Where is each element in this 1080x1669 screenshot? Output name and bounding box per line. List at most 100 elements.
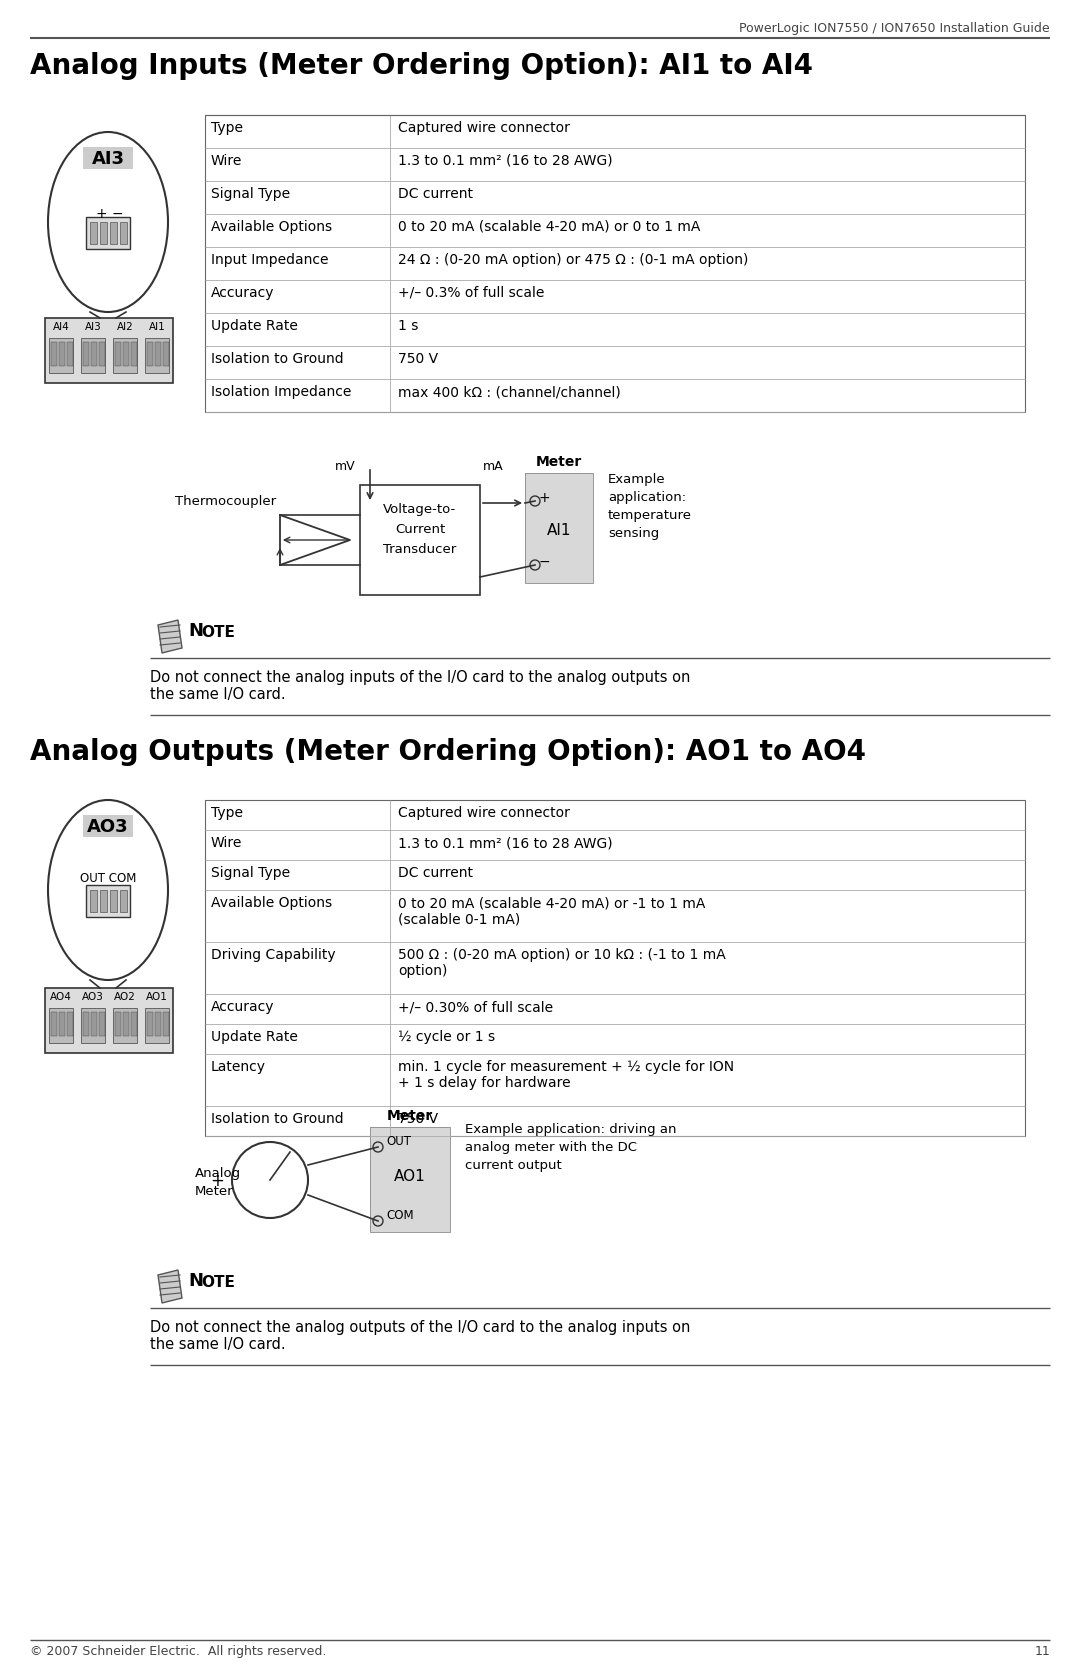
Text: DC current: DC current	[399, 187, 473, 200]
Bar	[81, 1008, 105, 1043]
Bar	[163, 342, 168, 366]
Bar	[90, 222, 97, 244]
Bar	[370, 1127, 450, 1232]
Bar	[83, 342, 89, 366]
Bar	[156, 342, 161, 366]
Bar	[131, 1011, 137, 1036]
Bar	[205, 280, 1025, 314]
Bar	[49, 339, 73, 372]
Text: OUT: OUT	[386, 1135, 411, 1148]
Bar	[205, 941, 1025, 995]
Text: max 400 kΩ : (channel/channel): max 400 kΩ : (channel/channel)	[399, 386, 621, 399]
Text: +: +	[211, 1172, 224, 1190]
Text: N: N	[188, 1272, 203, 1290]
Text: application:: application:	[608, 491, 686, 504]
Bar	[205, 115, 1025, 149]
Text: Do not connect the analog inputs of the I/O card to the analog outputs on
the sa: Do not connect the analog inputs of the …	[150, 669, 690, 703]
Text: AO3: AO3	[87, 818, 129, 836]
Bar	[370, 1127, 450, 1232]
Text: mA: mA	[483, 461, 503, 472]
Text: AI3: AI3	[84, 322, 102, 332]
Text: Do not connect the analog outputs of the I/O card to the analog inputs on
the sa: Do not connect the analog outputs of the…	[150, 1320, 690, 1352]
Text: PowerLogic ION7550 / ION7650 Installation Guide: PowerLogic ION7550 / ION7650 Installatio…	[740, 22, 1050, 35]
Bar	[205, 345, 1025, 379]
Bar	[145, 339, 168, 372]
Text: Analog Inputs (Meter Ordering Option): AI1 to AI4: Analog Inputs (Meter Ordering Option): A…	[30, 52, 813, 80]
Bar	[205, 829, 1025, 860]
Text: Accuracy: Accuracy	[211, 1000, 274, 1015]
Bar	[156, 1011, 161, 1036]
Bar	[205, 799, 1025, 1137]
Text: +/– 0.3% of full scale: +/– 0.3% of full scale	[399, 285, 544, 300]
Text: 750 V: 750 V	[399, 352, 438, 366]
Bar	[51, 342, 57, 366]
Text: Example: Example	[608, 472, 665, 486]
Bar	[113, 339, 137, 372]
Bar	[205, 247, 1025, 280]
Bar	[205, 1055, 1025, 1107]
Text: Analog Outputs (Meter Ordering Option): AO1 to AO4: Analog Outputs (Meter Ordering Option): …	[30, 738, 866, 766]
Bar	[147, 1011, 153, 1036]
Text: Available Options: Available Options	[211, 896, 333, 910]
Text: 1.3 to 0.1 mm² (16 to 28 AWG): 1.3 to 0.1 mm² (16 to 28 AWG)	[399, 154, 612, 169]
Text: current output: current output	[465, 1158, 562, 1172]
Text: 1.3 to 0.1 mm² (16 to 28 AWG): 1.3 to 0.1 mm² (16 to 28 AWG)	[399, 836, 612, 850]
Text: Driving Capability: Driving Capability	[211, 948, 336, 961]
Bar	[113, 1008, 137, 1043]
Bar	[525, 472, 593, 582]
Bar	[120, 890, 127, 911]
Bar	[110, 890, 117, 911]
Text: AO3: AO3	[82, 991, 104, 1001]
Bar	[131, 342, 137, 366]
Text: −: −	[539, 556, 551, 569]
Text: OTE: OTE	[201, 624, 234, 639]
Text: + −: + −	[96, 207, 123, 220]
Text: Captured wire connector: Captured wire connector	[399, 120, 570, 135]
Bar	[123, 342, 129, 366]
Text: 750 V: 750 V	[399, 1112, 438, 1127]
Bar	[205, 314, 1025, 345]
Bar	[99, 1011, 105, 1036]
Bar	[59, 1011, 65, 1036]
Bar	[83, 1011, 89, 1036]
Text: AI1: AI1	[546, 522, 571, 537]
Bar	[123, 1011, 129, 1036]
Bar	[205, 115, 1025, 412]
Bar	[205, 1107, 1025, 1137]
Text: AO4: AO4	[50, 991, 72, 1001]
Text: Current: Current	[395, 522, 445, 536]
Bar	[120, 222, 127, 244]
Bar	[205, 180, 1025, 214]
Polygon shape	[158, 619, 183, 653]
Text: min. 1 cycle for measurement + ½ cycle for ION
+ 1 s delay for hardware: min. 1 cycle for measurement + ½ cycle f…	[399, 1060, 734, 1090]
Text: Wire: Wire	[211, 836, 242, 850]
Text: +/– 0.30% of full scale: +/– 0.30% of full scale	[399, 1000, 553, 1015]
Text: Wire: Wire	[211, 154, 242, 169]
Text: © 2007 Schneider Electric.  All rights reserved.: © 2007 Schneider Electric. All rights re…	[30, 1646, 326, 1657]
Text: 11: 11	[1035, 1646, 1050, 1657]
Bar	[99, 342, 105, 366]
Bar	[81, 339, 105, 372]
Text: Isolation to Ground: Isolation to Ground	[211, 1112, 343, 1127]
Text: Update Rate: Update Rate	[211, 319, 298, 334]
Text: Captured wire connector: Captured wire connector	[399, 806, 570, 819]
Bar	[91, 342, 97, 366]
Polygon shape	[158, 1270, 183, 1303]
Text: mV: mV	[335, 461, 355, 472]
Text: analog meter with the DC: analog meter with the DC	[465, 1142, 637, 1153]
Bar	[360, 486, 480, 596]
Text: AO2: AO2	[114, 991, 136, 1001]
Bar	[59, 342, 65, 366]
Bar	[100, 890, 107, 911]
Text: N: N	[188, 623, 203, 639]
Text: Meter: Meter	[536, 456, 582, 469]
Text: Thermocoupler: Thermocoupler	[175, 496, 276, 507]
Text: Accuracy: Accuracy	[211, 285, 274, 300]
Text: AI1: AI1	[149, 322, 165, 332]
Text: Type: Type	[211, 120, 243, 135]
Text: 0 to 20 mA (scalable 4-20 mA) or 0 to 1 mA: 0 to 20 mA (scalable 4-20 mA) or 0 to 1 …	[399, 220, 700, 234]
Text: Isolation Impedance: Isolation Impedance	[211, 386, 351, 399]
Bar	[205, 995, 1025, 1025]
Bar	[525, 472, 593, 582]
Text: 0 to 20 mA (scalable 4-20 mA) or -1 to 1 mA
(scalable 0-1 mA): 0 to 20 mA (scalable 4-20 mA) or -1 to 1…	[399, 896, 705, 926]
